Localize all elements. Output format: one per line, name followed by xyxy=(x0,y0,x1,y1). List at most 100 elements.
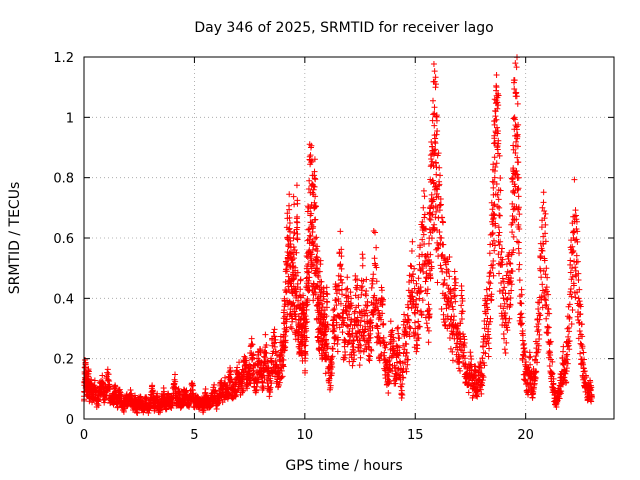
data-point xyxy=(416,323,423,330)
data-point xyxy=(354,282,361,289)
data-point xyxy=(430,196,437,203)
data-point xyxy=(521,348,528,355)
data-point xyxy=(302,367,309,374)
data-point xyxy=(513,216,520,223)
data-point xyxy=(234,364,241,371)
data-point xyxy=(434,186,441,193)
data-point xyxy=(457,320,464,327)
data-point xyxy=(581,356,588,363)
data-point xyxy=(456,330,463,337)
data-point xyxy=(385,389,392,396)
data-point xyxy=(489,206,496,213)
data-point xyxy=(329,363,336,370)
data-point xyxy=(575,317,582,324)
data-point xyxy=(452,298,459,305)
data-point xyxy=(317,257,324,264)
data-point xyxy=(521,371,528,378)
data-point xyxy=(540,189,547,196)
data-point xyxy=(276,379,283,386)
data-point xyxy=(545,324,552,331)
data-point xyxy=(484,295,491,302)
data-point xyxy=(304,208,311,215)
data-point xyxy=(440,219,447,226)
data-point xyxy=(501,335,508,342)
data-point xyxy=(564,313,571,320)
data-point xyxy=(538,245,545,252)
data-point xyxy=(482,350,489,357)
data-point xyxy=(540,268,547,275)
data-point xyxy=(570,282,577,289)
data-point xyxy=(449,331,456,338)
data-point xyxy=(402,365,409,372)
data-point xyxy=(416,289,423,296)
data-point xyxy=(568,293,575,300)
data-point xyxy=(439,268,446,275)
data-point xyxy=(131,392,138,399)
data-point xyxy=(512,150,519,157)
data-point xyxy=(557,389,564,396)
data-point xyxy=(486,250,493,257)
data-point xyxy=(320,296,327,303)
data-point xyxy=(469,377,476,384)
data-point xyxy=(291,255,298,262)
data-point xyxy=(540,199,547,206)
data-point xyxy=(542,210,549,217)
data-point xyxy=(349,362,356,369)
data-point xyxy=(491,117,498,124)
data-point xyxy=(433,117,440,124)
data-point xyxy=(415,318,422,325)
data-point xyxy=(519,357,526,364)
data-point xyxy=(522,359,529,366)
data-point xyxy=(490,237,497,244)
data-point xyxy=(365,352,372,359)
data-point xyxy=(521,376,528,383)
data-point xyxy=(271,326,278,333)
data-point xyxy=(478,364,485,371)
data-point xyxy=(447,345,454,352)
data-point xyxy=(431,68,438,75)
data-point xyxy=(331,325,338,332)
data-point xyxy=(496,152,503,159)
data-point xyxy=(356,362,363,369)
chart-title: Day 346 of 2025, SRMTID for receiver lag… xyxy=(194,20,493,36)
data-point xyxy=(479,355,486,362)
data-point xyxy=(533,368,540,375)
data-point xyxy=(232,393,239,400)
data-point xyxy=(379,310,386,317)
data-point xyxy=(438,234,445,241)
data-point xyxy=(492,220,499,227)
data-point xyxy=(433,171,440,178)
data-point xyxy=(424,290,431,297)
data-point xyxy=(85,368,92,375)
data-point xyxy=(263,341,270,348)
data-point xyxy=(299,301,306,308)
data-point xyxy=(172,371,179,378)
x-tick-label: 5 xyxy=(190,428,198,443)
data-point xyxy=(500,305,507,312)
data-point xyxy=(311,156,318,163)
data-point xyxy=(324,299,331,306)
data-point xyxy=(357,317,364,324)
data-point xyxy=(534,328,541,335)
data-point xyxy=(323,304,330,311)
data-point xyxy=(436,164,443,171)
data-point xyxy=(496,229,503,236)
data-point xyxy=(324,343,331,350)
data-point xyxy=(572,294,579,301)
data-points xyxy=(81,54,595,416)
data-point xyxy=(314,265,321,272)
data-point xyxy=(359,255,366,262)
data-point xyxy=(396,358,403,365)
data-point xyxy=(421,211,428,218)
data-point xyxy=(535,326,542,333)
data-point xyxy=(352,276,359,283)
data-point xyxy=(491,201,498,208)
data-point xyxy=(496,204,503,211)
data-point xyxy=(545,306,552,313)
data-point xyxy=(578,321,585,328)
data-point xyxy=(431,226,438,233)
data-point xyxy=(499,275,506,282)
data-point xyxy=(306,225,313,232)
data-point xyxy=(95,397,102,404)
data-point xyxy=(297,276,304,283)
